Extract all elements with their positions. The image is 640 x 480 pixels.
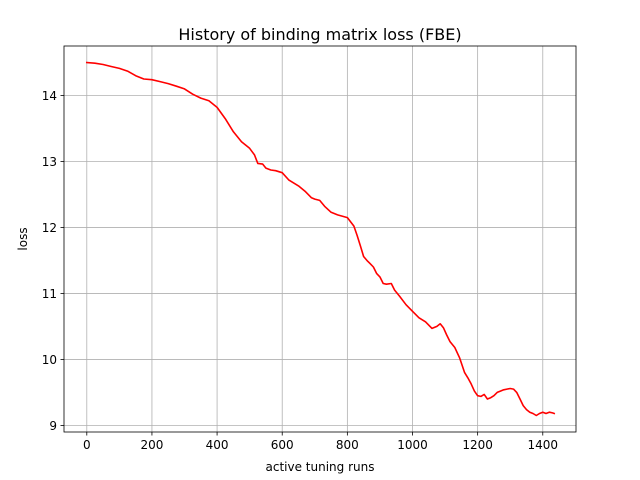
x-tick-label: 200 — [140, 438, 163, 452]
x-tick-label: 1400 — [528, 438, 559, 452]
x-tick-label: 1200 — [462, 438, 493, 452]
x-axis-label: active tuning runs — [266, 460, 375, 474]
y-axis-label: loss — [16, 227, 30, 250]
y-tick-label: 11 — [42, 287, 57, 301]
x-tick-label: 1000 — [397, 438, 428, 452]
y-tick-label: 14 — [42, 89, 57, 103]
plot-frame — [63, 45, 577, 433]
grid — [64, 46, 576, 432]
x-tick-label: 400 — [206, 438, 229, 452]
ticks: 0 200 400 600 800 1000 1200 1400 9 10 11 12 13 14 — [42, 89, 558, 452]
y-tick-label: 10 — [42, 353, 57, 367]
chart-title: History of binding matrix loss (FBE) — [178, 25, 461, 44]
series-layer — [85, 61, 556, 417]
x-tick-label: 800 — [336, 438, 359, 452]
x-tick-label: 0 — [83, 438, 91, 452]
y-tick-label: 12 — [42, 221, 57, 235]
loss-series-line — [85, 61, 556, 417]
y-tick-label: 9 — [49, 419, 57, 433]
x-tick-label: 600 — [271, 438, 294, 452]
y-tick-label: 13 — [42, 155, 57, 169]
